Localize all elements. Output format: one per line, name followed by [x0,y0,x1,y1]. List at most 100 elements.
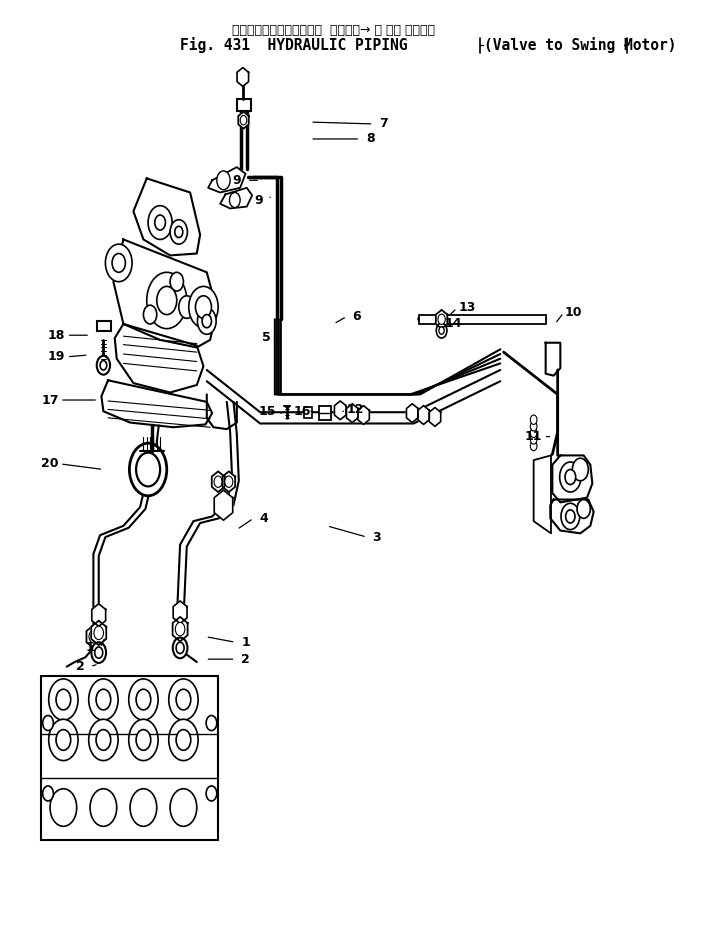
Circle shape [530,422,537,431]
Polygon shape [212,471,225,492]
Polygon shape [347,404,358,423]
Circle shape [240,115,247,125]
Circle shape [96,689,111,710]
Circle shape [170,220,187,244]
Circle shape [106,244,132,282]
Circle shape [89,719,118,761]
Text: 14: 14 [445,317,462,331]
Polygon shape [238,112,249,129]
Circle shape [136,730,151,750]
Circle shape [176,689,191,710]
Text: 12: 12 [347,403,364,416]
Circle shape [176,730,191,750]
Polygon shape [173,601,187,623]
Circle shape [136,689,151,710]
Circle shape [96,730,111,750]
Text: (Valve to Swing Motor): (Valve to Swing Motor) [484,37,677,54]
Circle shape [143,305,157,324]
Text: 17: 17 [41,393,59,407]
Circle shape [530,428,537,438]
Circle shape [155,215,165,230]
Circle shape [565,470,576,485]
Text: ハイドロリックパイピング  （バルブ→ 旋 　回 モータ）: ハイドロリックパイピング （バルブ→ 旋 回 モータ） [232,23,435,37]
Polygon shape [91,621,106,645]
Polygon shape [172,617,188,641]
Circle shape [175,226,183,238]
Text: 6: 6 [352,310,361,323]
Text: 20: 20 [41,457,59,470]
Circle shape [170,789,197,826]
Circle shape [438,314,445,324]
Circle shape [176,642,184,654]
Text: 2: 2 [241,653,250,666]
Polygon shape [208,167,245,192]
Polygon shape [86,625,100,648]
Circle shape [196,296,211,318]
Circle shape [56,689,71,710]
Polygon shape [92,642,105,663]
Polygon shape [101,380,212,427]
Text: 1: 1 [86,641,94,654]
Circle shape [214,476,222,487]
Circle shape [130,789,157,826]
Circle shape [96,356,110,375]
Polygon shape [237,68,249,86]
Text: 16: 16 [294,405,311,418]
Polygon shape [552,455,592,502]
Circle shape [439,327,445,334]
Circle shape [130,443,167,496]
Circle shape [90,789,117,826]
Circle shape [95,647,103,658]
Polygon shape [436,310,447,329]
Polygon shape [418,406,430,424]
Circle shape [230,192,240,208]
Circle shape [170,272,184,291]
Polygon shape [335,401,346,420]
Text: 13: 13 [458,301,476,315]
Polygon shape [91,604,106,626]
Text: 3: 3 [372,531,381,544]
Polygon shape [534,455,551,533]
Text: 9: 9 [255,193,263,207]
Bar [41,676,218,840]
Circle shape [436,323,447,338]
Circle shape [43,716,53,731]
Circle shape [136,453,160,486]
Bar [96,321,111,331]
Circle shape [577,500,591,518]
Circle shape [206,786,217,801]
Polygon shape [220,188,252,208]
Circle shape [217,171,230,190]
Circle shape [173,638,187,658]
Circle shape [169,719,198,761]
Polygon shape [546,343,560,376]
Circle shape [197,308,216,334]
Circle shape [175,623,185,636]
Text: 1: 1 [241,636,250,649]
Circle shape [530,415,537,424]
Circle shape [561,503,580,530]
Circle shape [94,626,104,639]
Circle shape [148,206,172,239]
Circle shape [91,642,106,663]
Circle shape [202,315,211,328]
Polygon shape [133,178,200,255]
Text: 2: 2 [76,660,84,673]
Circle shape [129,719,158,761]
Text: 18: 18 [48,329,65,342]
Bar [303,407,311,418]
Circle shape [572,458,588,481]
Polygon shape [358,406,369,424]
Circle shape [50,789,77,826]
Text: 11: 11 [525,430,542,443]
Polygon shape [406,404,418,423]
Circle shape [179,296,195,318]
Circle shape [49,679,78,720]
Circle shape [147,272,186,329]
Bar [419,315,546,324]
Text: 10: 10 [565,306,582,319]
Circle shape [43,786,53,801]
Text: 8: 8 [366,132,374,146]
Bar [319,406,331,420]
Circle shape [206,716,217,731]
